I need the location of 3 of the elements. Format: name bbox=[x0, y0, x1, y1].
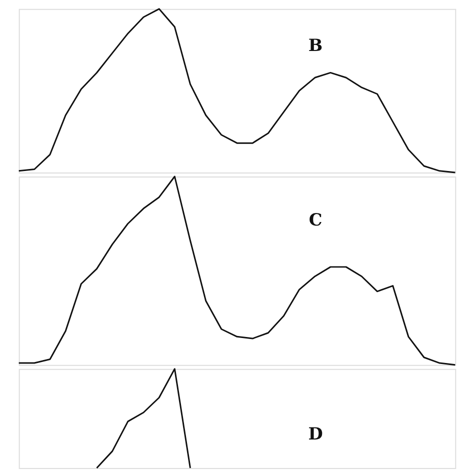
annotation: D bbox=[308, 423, 323, 444]
annotation: B bbox=[308, 34, 323, 55]
annotation: C bbox=[308, 209, 322, 230]
